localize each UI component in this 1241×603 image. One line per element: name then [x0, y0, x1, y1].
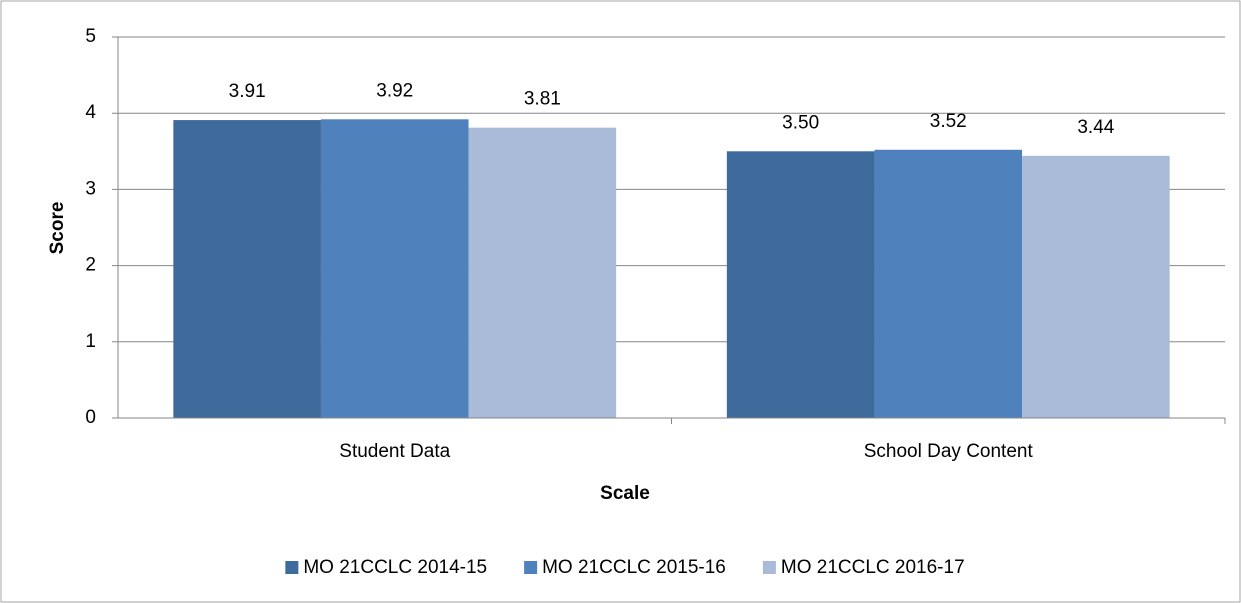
y-axis-title: Score — [47, 202, 68, 255]
y-tick-label: 4 — [85, 102, 96, 123]
y-tick-label: 1 — [85, 331, 96, 352]
y-tick-label: 5 — [85, 26, 96, 47]
legend-label: MO 21CCLC 2016-17 — [781, 557, 965, 578]
bar — [173, 120, 321, 419]
legend-label: MO 21CCLC 2014-15 — [303, 557, 487, 578]
y-tick-label: 2 — [85, 255, 96, 276]
bar — [1022, 155, 1170, 418]
x-tick-label: School Day Content — [864, 441, 1034, 462]
bar — [320, 119, 469, 419]
data-label: 3.91 — [229, 81, 266, 102]
data-label: 3.92 — [376, 80, 413, 101]
data-label: 3.81 — [524, 89, 561, 110]
y-tick-label: 3 — [85, 178, 96, 199]
legend-swatch — [524, 561, 538, 574]
legend-label: MO 21CCLC 2015-16 — [542, 557, 726, 578]
legend-swatch — [285, 561, 299, 574]
bar — [726, 151, 875, 419]
bar — [468, 127, 617, 418]
data-label: 3.50 — [782, 112, 819, 133]
data-label: 3.44 — [1077, 117, 1114, 138]
bar — [874, 149, 1023, 418]
legend-swatch — [762, 561, 776, 574]
y-tick-label: 0 — [85, 407, 96, 428]
x-tick-label: Student Data — [339, 441, 450, 462]
x-axis-title: Scale — [600, 483, 650, 504]
data-label: 3.52 — [930, 111, 967, 132]
